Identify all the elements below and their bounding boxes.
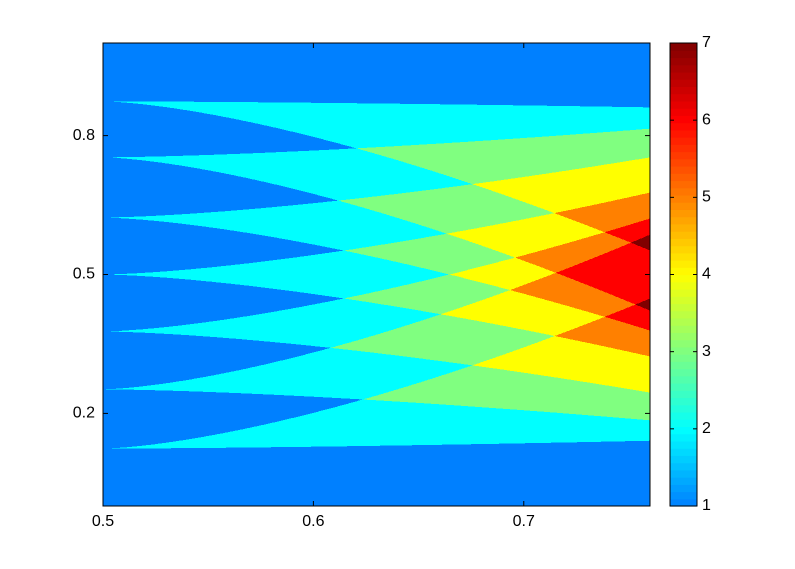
colorbar-step xyxy=(670,144,697,153)
colorbar-step xyxy=(670,433,697,442)
colorbar-tick-label: 4 xyxy=(702,266,711,283)
colorbar-tick-label: 2 xyxy=(702,420,711,437)
colorbar-step xyxy=(670,368,697,377)
colorbar-step xyxy=(670,397,697,406)
colorbar-tick-label: 6 xyxy=(702,111,711,128)
colorbar-step xyxy=(670,274,697,283)
colorbar-step xyxy=(670,339,697,348)
colorbar-step xyxy=(670,390,697,399)
colorbar-step xyxy=(670,455,697,464)
x-tick-label: 0.7 xyxy=(513,513,535,530)
colorbar-step xyxy=(670,440,697,449)
colorbar-step xyxy=(670,165,697,174)
colorbar-step xyxy=(670,498,697,507)
contour-level xyxy=(556,218,651,331)
y-tick-label: 0.5 xyxy=(73,266,95,283)
colorbar-step xyxy=(670,404,697,413)
colorbar-step xyxy=(670,288,697,297)
y-tick-label: 0.8 xyxy=(73,127,95,144)
x-tick-label: 0.5 xyxy=(92,513,114,530)
colorbar-tick-label: 5 xyxy=(702,189,711,206)
colorbar-step xyxy=(670,419,697,428)
colorbar-step xyxy=(670,477,697,485)
colorbar-step xyxy=(670,93,697,102)
colorbar-step xyxy=(670,223,697,232)
colorbar-step xyxy=(670,202,697,210)
colorbar-step xyxy=(670,346,697,355)
colorbar-step xyxy=(670,71,697,80)
colorbar-step xyxy=(670,426,697,435)
colorbar-step xyxy=(670,491,697,500)
colorbar-step xyxy=(670,411,697,420)
colorbar-step xyxy=(670,361,697,370)
colorbar-step xyxy=(670,231,697,239)
colorbar-step xyxy=(670,108,697,116)
colorbar-tick-label: 3 xyxy=(702,343,711,360)
colorbar-step xyxy=(670,180,697,189)
colorbar-step xyxy=(670,310,697,319)
colorbar-step xyxy=(670,267,697,276)
colorbar-step xyxy=(670,245,697,254)
colorbar-step xyxy=(670,375,697,384)
colorbar-step xyxy=(670,354,697,362)
colorbar-step xyxy=(670,484,697,493)
colorbar-step xyxy=(670,122,697,131)
colorbar-step xyxy=(670,100,697,109)
colorbar-step xyxy=(670,137,697,145)
colorbar-step xyxy=(670,194,697,203)
colorbar-step xyxy=(670,43,697,51)
colorbar-step xyxy=(670,129,697,138)
colorbar-step xyxy=(670,252,697,261)
colorbar-step xyxy=(670,86,697,95)
colorbar-step xyxy=(670,187,697,196)
colorbar-step xyxy=(670,469,697,478)
colorbar-step xyxy=(670,238,697,247)
contour-level xyxy=(631,234,651,311)
colorbar-step xyxy=(670,296,697,305)
colorbar-step xyxy=(670,281,697,290)
colorbar-step xyxy=(670,79,697,88)
colorbar-step xyxy=(670,151,697,160)
colorbar-step xyxy=(670,325,697,333)
y-tick-label: 0.2 xyxy=(73,405,95,422)
colorbar-step xyxy=(670,462,697,471)
colorbar-step xyxy=(670,216,697,225)
colorbar-tick-label: 7 xyxy=(702,34,711,51)
colorbar-tick-label: 1 xyxy=(702,497,711,514)
colorbar-step xyxy=(670,317,697,326)
colorbar-step xyxy=(670,64,697,73)
colorbar-step xyxy=(670,260,697,268)
colorbar-step xyxy=(670,57,697,66)
colorbar-step xyxy=(670,50,697,59)
colorbar-step xyxy=(670,115,697,124)
colorbar-step xyxy=(670,448,697,456)
x-tick-label: 0.6 xyxy=(302,513,324,530)
colorbar-step xyxy=(670,158,697,167)
colorbar-step xyxy=(670,383,697,391)
colorbar-step xyxy=(670,209,697,218)
colorbar-step xyxy=(670,332,697,341)
colorbar-step xyxy=(670,173,697,182)
colorbar-step xyxy=(670,303,697,312)
